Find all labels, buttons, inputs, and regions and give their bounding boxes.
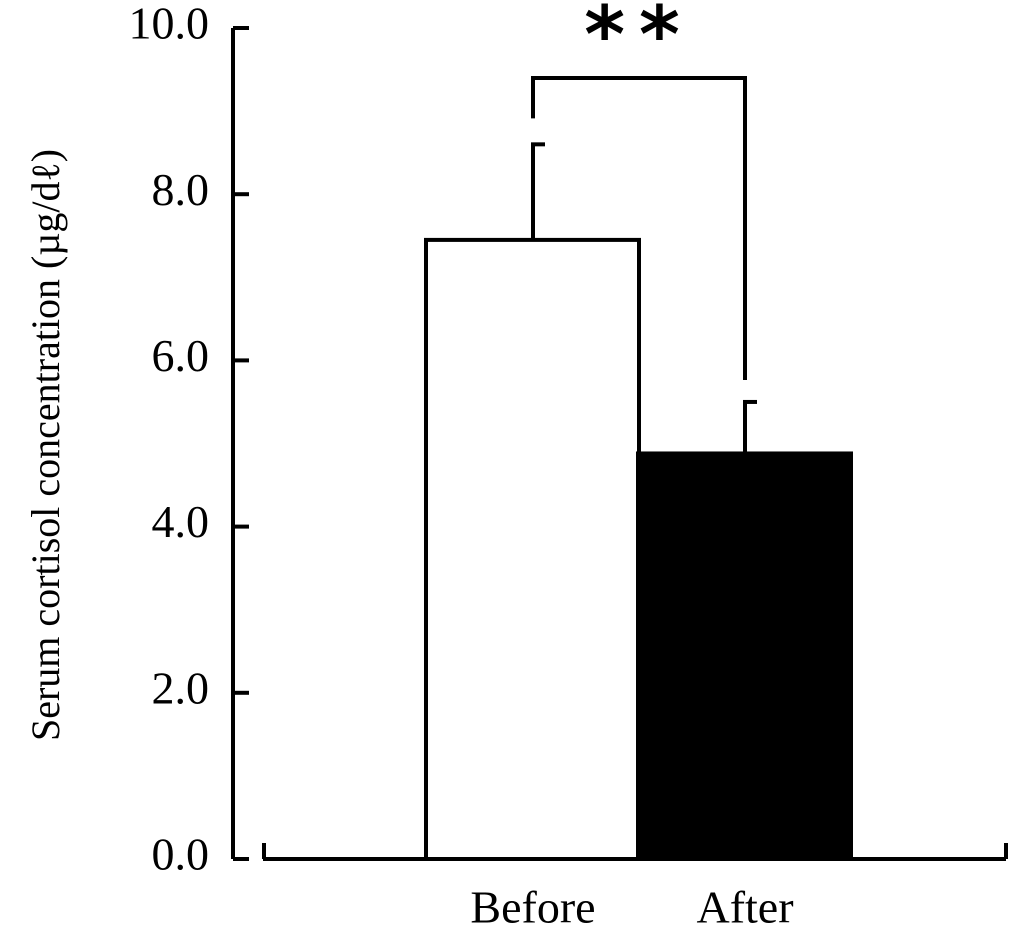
x-category-label: Before xyxy=(470,882,595,933)
bars xyxy=(424,237,853,861)
bar-after xyxy=(636,451,853,861)
significance-bracket-line xyxy=(531,76,747,380)
x-category-label: After xyxy=(696,882,793,933)
y-axis-title: Serum cortisol concentration (µg/dℓ) xyxy=(23,149,68,741)
y-tick-label: 4.0 xyxy=(152,496,210,547)
error-bars xyxy=(531,142,757,454)
y-tick-label: 8.0 xyxy=(152,164,210,215)
significance-label: ** xyxy=(584,0,694,81)
y-ticks: 0.0 2.0 4.0 6.0 8.0 10.0 xyxy=(129,0,249,880)
y-tick-label: 10.0 xyxy=(129,0,210,49)
bar-before xyxy=(424,237,641,861)
y-tick-label: 6.0 xyxy=(152,330,210,381)
x-category-labels: Before After xyxy=(470,882,793,933)
y-tick-label: 0.0 xyxy=(152,829,210,880)
y-tick-label: 2.0 xyxy=(152,662,210,713)
significance-bracket: ** xyxy=(531,0,747,380)
